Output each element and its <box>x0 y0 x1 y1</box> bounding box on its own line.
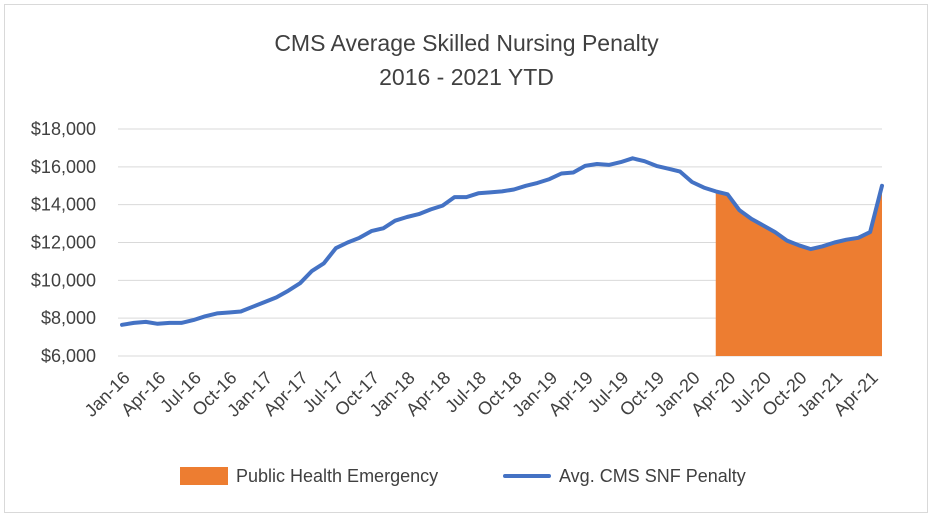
y-axis-ticks: $6,000 $8,000 $10,000 $12,000 $14,000 $16,000… <box>31 119 96 366</box>
legend-swatch-blue-line <box>503 474 551 478</box>
shaded-area-layer <box>715 185 882 356</box>
series-line-avg-cms-snf-penalty <box>120 156 884 327</box>
y-tick-label: $6,000 <box>41 346 96 366</box>
chart-title-line-1: CMS Average Skilled Nursing Penalty <box>274 30 659 56</box>
legend-item-avg-cms-snf-penalty: Avg. CMS SNF Penalty <box>503 462 746 490</box>
legend-label: Avg. CMS SNF Penalty <box>559 465 746 486</box>
y-tick-label: $16,000 <box>31 157 96 177</box>
y-tick-label: $18,000 <box>31 119 96 139</box>
series-line-layer <box>120 156 884 327</box>
y-tick-label: $8,000 <box>41 308 96 328</box>
legend-label: Public Health Emergency <box>236 465 439 486</box>
y-tick-label: $14,000 <box>31 195 96 215</box>
shaded-area-public-health-emergency <box>715 185 882 356</box>
chart-title: CMS Average Skilled Nursing Penalty 2016… <box>0 26 933 94</box>
y-tick-label: $10,000 <box>31 270 96 290</box>
y-tick-label: $12,000 <box>31 233 96 253</box>
legend-item-public-health-emergency: Public Health Emergency <box>180 462 438 490</box>
x-axis-ticks: Jan-16Apr-16Jul-16Oct-16Jan-17Apr-17Jul-… <box>81 368 882 421</box>
legend-swatch-orange <box>180 467 228 485</box>
chart-title-line-2: 2016 - 2021 YTD <box>379 64 554 90</box>
